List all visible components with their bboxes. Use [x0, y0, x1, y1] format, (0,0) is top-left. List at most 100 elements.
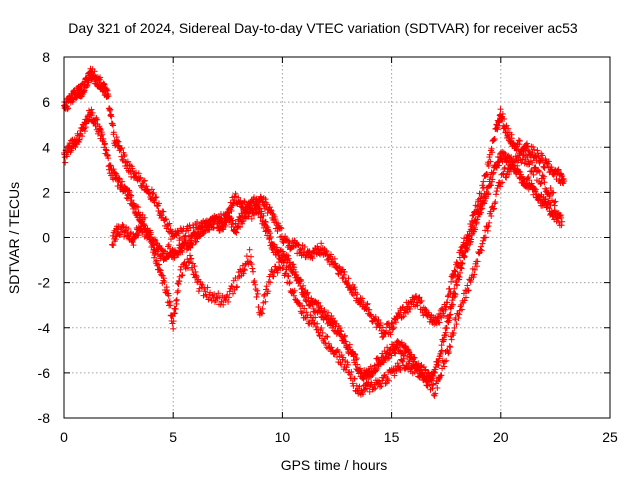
data-point [528, 167, 535, 174]
data-point [325, 340, 332, 347]
data-point [453, 259, 460, 266]
data-point [303, 309, 310, 316]
data-point [467, 226, 474, 233]
data-point [454, 282, 461, 289]
data-point [500, 170, 507, 177]
data-point [480, 178, 487, 185]
data-point [226, 288, 233, 295]
data-point [550, 189, 557, 196]
data-point [493, 188, 500, 195]
data-point [391, 372, 398, 379]
data-point [225, 298, 232, 305]
data-point [466, 232, 473, 239]
data-point [95, 75, 102, 82]
data-point [260, 212, 267, 219]
data-point [215, 213, 222, 220]
data-point [137, 174, 144, 181]
data-point [62, 159, 69, 166]
data-point [239, 218, 246, 225]
data-point [153, 194, 160, 201]
data-point [522, 147, 529, 154]
data-point [153, 239, 160, 246]
data-point [445, 349, 452, 356]
data-point [280, 264, 287, 271]
data-point [170, 318, 177, 325]
data-point [300, 282, 307, 289]
data-point [259, 199, 266, 206]
data-point [525, 174, 532, 181]
data-point [526, 148, 533, 155]
data-point [148, 186, 155, 193]
data-point [268, 208, 275, 215]
data-point [456, 254, 463, 261]
data-point [491, 200, 498, 207]
data-point [91, 68, 98, 75]
data-point [251, 212, 258, 219]
data-point [465, 287, 472, 294]
data-point [316, 332, 323, 339]
data-point [156, 266, 163, 273]
data-point [540, 173, 547, 180]
data-point [295, 300, 302, 307]
y-tick-label: 8 [42, 49, 50, 65]
data-point [535, 167, 542, 174]
data-point [153, 257, 160, 264]
data-point [147, 234, 154, 241]
data-point [430, 391, 437, 398]
data-point [539, 172, 546, 179]
data-point [530, 171, 537, 178]
data-point [110, 122, 117, 129]
data-point [406, 358, 413, 365]
data-point [291, 292, 298, 299]
data-point [212, 216, 219, 223]
data-point [373, 367, 380, 374]
data-point [150, 189, 157, 196]
data-point [255, 304, 262, 311]
data-point [538, 180, 545, 187]
data-point [497, 180, 504, 187]
data-point [263, 283, 270, 290]
data-point [352, 286, 359, 293]
data-point [441, 363, 448, 370]
data-point [253, 294, 260, 301]
data-point [492, 199, 499, 206]
data-point [146, 232, 153, 239]
data-point [414, 365, 421, 372]
data-point [261, 291, 268, 298]
data-point [225, 294, 232, 301]
data-point [331, 255, 338, 262]
data-point [258, 309, 265, 316]
data-point [390, 324, 397, 331]
data-point [434, 384, 441, 391]
data-point [274, 228, 281, 235]
data-point [395, 363, 402, 370]
data-point [372, 313, 379, 320]
data-point [247, 259, 254, 266]
data-point [487, 158, 494, 165]
data-point [183, 262, 190, 269]
data-point [393, 368, 400, 375]
data-point [389, 320, 396, 327]
data-point [119, 178, 126, 185]
data-point [107, 106, 114, 113]
data-point [324, 333, 331, 340]
data-point [165, 241, 172, 248]
data-point [311, 320, 318, 327]
data-point [357, 365, 364, 372]
data-point [474, 258, 481, 265]
data-point [414, 302, 421, 309]
data-point [541, 179, 548, 186]
data-point [202, 288, 209, 295]
data-point [140, 182, 147, 189]
data-point [99, 131, 106, 138]
data-point [379, 334, 386, 341]
data-point [258, 310, 265, 317]
data-point [515, 137, 522, 144]
data-point [318, 325, 325, 332]
data-point [461, 297, 468, 304]
data-point [455, 262, 462, 269]
data-point [387, 331, 394, 338]
data-point [83, 83, 90, 90]
x-tick-label: 5 [169, 429, 177, 445]
data-points [61, 65, 568, 399]
